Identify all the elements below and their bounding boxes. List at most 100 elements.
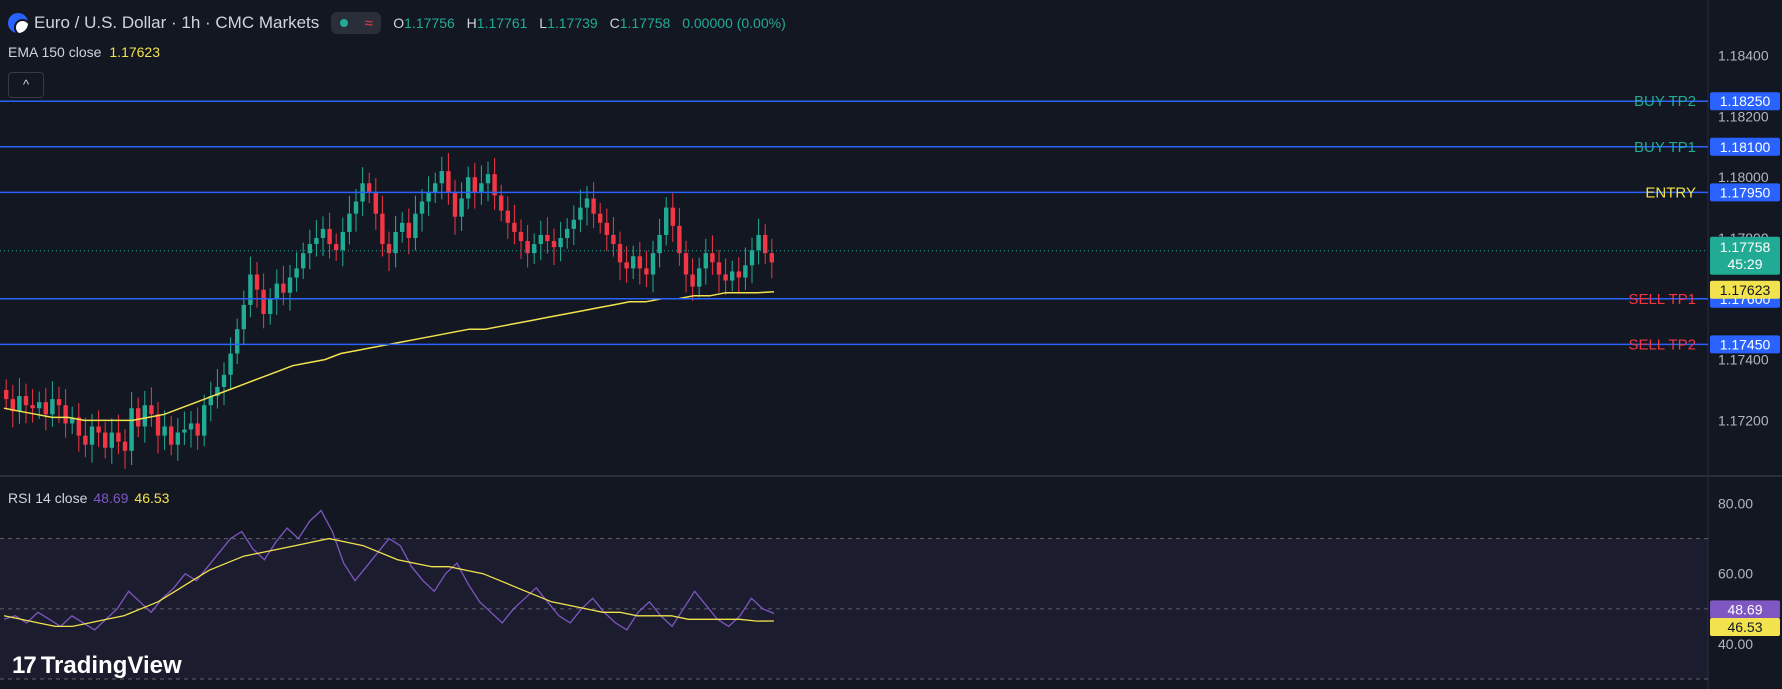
candle-body: [637, 256, 642, 269]
candle-body: [136, 408, 141, 427]
candle-body: [624, 262, 629, 269]
tradingview-logo-icon: 17: [12, 652, 37, 679]
candle-body: [63, 405, 68, 424]
candle-body: [459, 198, 464, 217]
high-value: 1.17761: [476, 15, 528, 31]
candle-body: [208, 396, 213, 406]
ema-badge: [1710, 280, 1780, 299]
candle-body: [492, 174, 497, 196]
level-price: 1.17450: [1720, 336, 1771, 352]
candle-body: [202, 405, 207, 436]
candle-body: [320, 228, 326, 238]
rsi-tick: 80.00: [1718, 496, 1753, 512]
low-value: 1.17739: [547, 15, 598, 31]
rsi-line: [3, 509, 775, 631]
rsi-tick: 60.00: [1718, 566, 1753, 582]
candle-body: [254, 274, 260, 290]
candle-body: [670, 207, 675, 226]
candle-body: [433, 183, 438, 193]
price-tick: 1.17400: [1718, 352, 1769, 368]
candle-body: [235, 329, 240, 354]
candle-body: [558, 238, 563, 248]
open-key: O: [393, 15, 405, 31]
candle-body: [551, 241, 557, 248]
symbol-title[interactable]: Euro / U.S. Dollar · 1h · CMC Markets: [34, 13, 320, 32]
candle-body: [23, 396, 29, 406]
candle-body: [37, 402, 42, 409]
candle-body: [584, 198, 590, 208]
candle-body: [50, 399, 55, 415]
candle-body: [353, 201, 359, 214]
candle-body: [664, 207, 669, 235]
candle-body: [241, 304, 246, 330]
candle-body: [723, 274, 728, 281]
candle-body: [690, 274, 695, 287]
low-key: L: [539, 15, 548, 31]
candle-body: [103, 432, 108, 448]
rsi-badge: [1710, 617, 1780, 636]
ema-line: [3, 291, 775, 422]
candle-body: [228, 353, 233, 375]
candle-body: [96, 426, 101, 433]
rsi-badge: [1710, 600, 1780, 619]
candle-body: [472, 177, 477, 193]
candle-body: [268, 298, 273, 314]
candle-body: [545, 234, 550, 242]
candle-body: [182, 429, 187, 433]
collapse-legend-button[interactable]: ^: [8, 72, 44, 98]
rsi-axis[interactable]: 80.00 60.00 40.00: [1718, 496, 1753, 652]
candle-body: [578, 207, 583, 220]
candle-body: [743, 265, 748, 278]
candle-body: [657, 234, 662, 254]
candle-body: [221, 374, 227, 387]
rsi-value: 48.69: [93, 490, 129, 506]
level-badge: [1710, 183, 1780, 202]
ema-legend[interactable]: EMA 150 close 1.17623: [8, 44, 160, 60]
rsi-tick: 40.00: [1718, 636, 1753, 652]
candle-body: [565, 228, 570, 238]
candle-body: [162, 426, 167, 436]
price-axis[interactable]: 1.184001.182001.180001.178001.174001.172…: [1718, 48, 1769, 429]
candle-body: [479, 183, 484, 193]
bar-countdown: 45:29: [1727, 256, 1762, 272]
price-tick: 1.17200: [1718, 412, 1769, 428]
candle-body: [413, 213, 418, 238]
tradingview-logo[interactable]: 17 TradingView: [12, 652, 182, 680]
candle-body: [697, 268, 702, 287]
candle-body: [195, 423, 200, 436]
ema-badge-value: 1.17623: [1720, 282, 1771, 298]
level-price: 1.18100: [1720, 139, 1771, 155]
market-status-pill[interactable]: ≈: [331, 12, 382, 34]
candle-body: [142, 405, 147, 427]
candle-body: [10, 399, 15, 412]
candle-body: [677, 225, 682, 254]
ema-value: 1.17623: [109, 44, 160, 60]
rsi-badge-value: 48.69: [1727, 601, 1762, 617]
candle-body: [756, 234, 761, 251]
candle-body: [518, 231, 524, 242]
candle-body: [281, 283, 286, 293]
candle-body: [419, 201, 425, 214]
candle-body: [380, 213, 385, 245]
candle-body: [340, 231, 345, 251]
candle-body: [532, 244, 537, 254]
candle-body: [749, 250, 755, 266]
candle-body: [426, 192, 431, 202]
chart-header: Euro / U.S. Dollar · 1h · CMC Markets ≈ …: [8, 10, 794, 36]
candle-body: [149, 405, 154, 415]
candle-body: [446, 171, 451, 193]
candle-body: [400, 222, 405, 232]
candle-body: [525, 241, 530, 254]
candle-body: [373, 192, 378, 214]
close-value: 1.17758: [619, 15, 671, 31]
candles[interactable]: [4, 153, 774, 469]
open-value: 1.17756: [404, 15, 455, 31]
price-levels[interactable]: BUY TP2 1.18250 BUY TP1 1.18100 ENTRY 1.17950…: [0, 92, 1780, 354]
candle-body: [287, 277, 293, 293]
candle-body: [604, 222, 609, 235]
candle-body: [261, 289, 266, 314]
candle-body: [598, 213, 603, 223]
rsi-legend[interactable]: RSI 14 close 48.69 46.53: [8, 490, 169, 506]
candle-body: [466, 177, 471, 199]
